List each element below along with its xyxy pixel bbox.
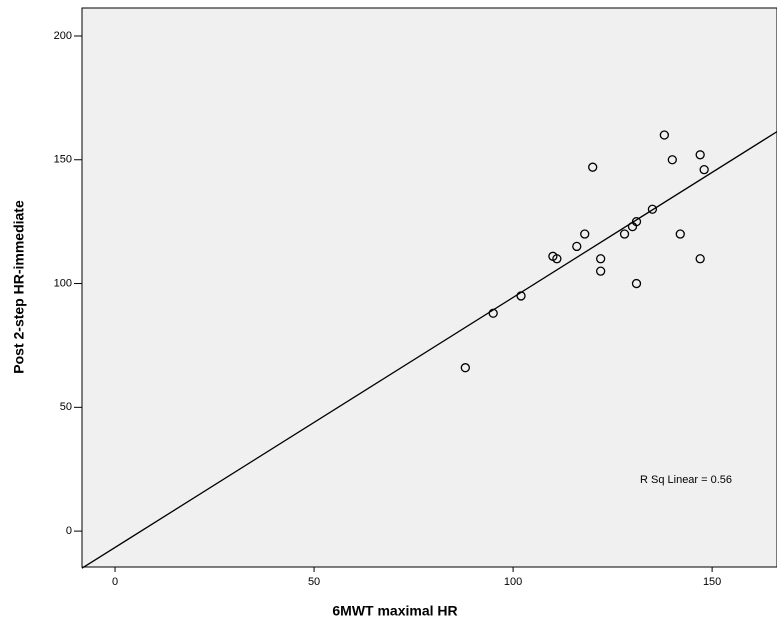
plot-area [81, 7, 777, 568]
point [695, 254, 705, 264]
point [631, 216, 642, 227]
point [552, 254, 562, 264]
point [572, 241, 582, 252]
point [488, 308, 498, 318]
point [460, 363, 470, 373]
point [647, 204, 658, 214]
point [516, 291, 526, 301]
point [699, 165, 709, 175]
y-tick-label: 0 [66, 525, 72, 537]
point [675, 229, 685, 239]
y-axis-title: Post 2-step HR-immediate [11, 200, 27, 374]
y-tick-label: 100 [54, 277, 72, 289]
point [667, 155, 677, 165]
y-tick-label: 50 [60, 401, 72, 413]
annotation: R Sq Linear = 0.56 [640, 474, 732, 486]
point [659, 130, 670, 140]
point [695, 150, 705, 160]
point [596, 266, 606, 276]
y-tick-label: 200 [54, 30, 72, 42]
x-tick-label: 100 [504, 576, 522, 588]
point [588, 162, 598, 172]
point [619, 229, 630, 239]
x-tick-label: 0 [112, 576, 118, 588]
point [596, 254, 606, 264]
x-tick-label: 50 [308, 576, 320, 588]
x-axis-title: 6MWT maximal HR [332, 603, 457, 619]
point [631, 278, 642, 289]
y-tick-label: 150 [54, 154, 72, 166]
trendline [81, 131, 777, 569]
point [580, 229, 590, 239]
x-tick-label: 150 [703, 576, 721, 588]
